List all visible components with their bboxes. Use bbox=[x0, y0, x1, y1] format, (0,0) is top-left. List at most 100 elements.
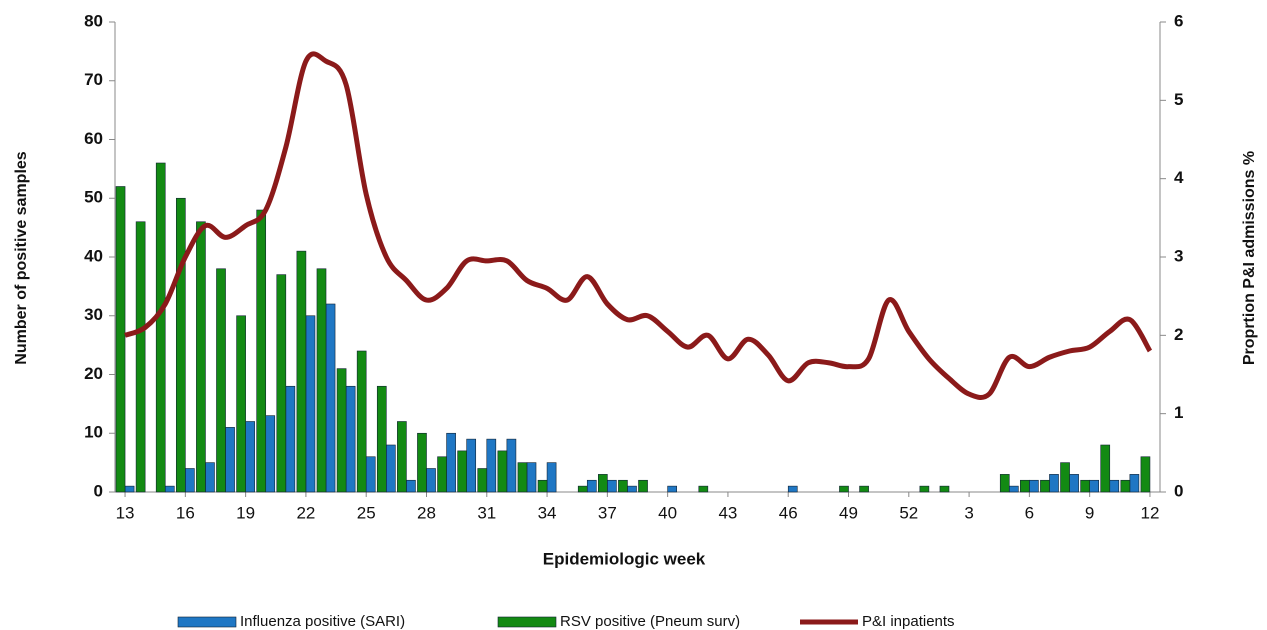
x-tick-label: 52 bbox=[899, 503, 918, 522]
bar bbox=[1040, 479, 1050, 493]
y-tick-label: 30 bbox=[84, 305, 103, 324]
bar bbox=[577, 485, 588, 493]
bar bbox=[155, 162, 166, 493]
x-tick-label: 25 bbox=[357, 503, 376, 522]
line bbox=[124, 51, 1153, 400]
legend-label: Influenza positive (SARI) bbox=[240, 613, 405, 630]
bar bbox=[196, 221, 206, 493]
bar bbox=[839, 485, 849, 493]
bar bbox=[457, 450, 467, 493]
bar bbox=[164, 485, 175, 493]
y2-tick-label: 4 bbox=[1174, 168, 1184, 187]
y2-tick-label: 3 bbox=[1174, 246, 1183, 265]
bar bbox=[546, 462, 557, 493]
y-tick-label: 50 bbox=[84, 188, 103, 207]
bar bbox=[526, 462, 537, 493]
bar bbox=[245, 421, 255, 493]
x-tick-label: 37 bbox=[598, 503, 617, 522]
bar bbox=[1109, 479, 1120, 493]
bar bbox=[376, 385, 387, 493]
bar bbox=[175, 197, 186, 493]
legend-label: P&I inpatients bbox=[862, 613, 955, 630]
x-tick-label: 13 bbox=[116, 503, 135, 522]
y2-tick-label: 5 bbox=[1174, 90, 1183, 109]
y-tick-label: 0 bbox=[94, 481, 103, 500]
bar bbox=[787, 485, 798, 493]
bar bbox=[506, 438, 517, 493]
bar bbox=[1060, 462, 1070, 493]
x-tick-label: 34 bbox=[538, 503, 557, 522]
bar bbox=[486, 438, 497, 493]
bar bbox=[1089, 479, 1100, 493]
bar bbox=[285, 385, 296, 493]
bar bbox=[627, 485, 637, 493]
bar bbox=[919, 485, 930, 493]
bar bbox=[598, 474, 608, 493]
bar bbox=[296, 250, 307, 493]
bar bbox=[638, 479, 648, 493]
y2-axis-title: Proprtion P&I admissions % bbox=[1241, 151, 1258, 365]
legend-swatch bbox=[497, 616, 557, 628]
bar bbox=[1029, 479, 1039, 493]
bar bbox=[385, 444, 396, 493]
x-tick-label: 12 bbox=[1140, 503, 1159, 522]
bar bbox=[1140, 456, 1151, 493]
bar bbox=[124, 485, 135, 493]
bar bbox=[1020, 479, 1030, 493]
x-tick-label: 49 bbox=[839, 503, 858, 522]
bar bbox=[1129, 474, 1140, 493]
bar bbox=[537, 479, 548, 493]
x-tick-label: 3 bbox=[964, 503, 973, 522]
legend-swatch bbox=[177, 616, 237, 628]
bar bbox=[698, 485, 709, 493]
bar bbox=[1100, 444, 1111, 493]
bar bbox=[586, 479, 597, 493]
bar bbox=[607, 479, 617, 493]
bar bbox=[225, 427, 235, 493]
y2-tick-label: 0 bbox=[1174, 481, 1183, 500]
legend-label: RSV positive (Pneum surv) bbox=[560, 613, 740, 630]
bar bbox=[477, 468, 488, 493]
bar bbox=[345, 385, 356, 493]
bar bbox=[135, 221, 146, 493]
bar bbox=[999, 474, 1010, 493]
bar bbox=[1049, 474, 1059, 493]
bar bbox=[1008, 485, 1019, 493]
x-tick-label: 43 bbox=[718, 503, 737, 522]
x-tick-label: 28 bbox=[417, 503, 436, 522]
y-tick-label: 20 bbox=[84, 364, 103, 383]
bar bbox=[236, 315, 246, 493]
bar bbox=[417, 432, 427, 493]
bar bbox=[325, 303, 336, 493]
bar bbox=[316, 268, 327, 493]
bar bbox=[397, 421, 407, 493]
bar bbox=[618, 479, 628, 493]
bar bbox=[305, 315, 316, 493]
bar bbox=[276, 274, 287, 493]
y-tick-label: 80 bbox=[84, 11, 103, 30]
y2-tick-label: 1 bbox=[1174, 403, 1183, 422]
bar bbox=[1120, 479, 1131, 493]
bar bbox=[437, 456, 447, 493]
bar bbox=[406, 479, 416, 493]
y-axis-title: Number of positive samples bbox=[13, 151, 30, 364]
bar bbox=[365, 456, 376, 493]
bar bbox=[216, 268, 226, 493]
bar bbox=[1080, 479, 1090, 493]
x-tick-label: 40 bbox=[658, 503, 677, 522]
x-tick-label: 6 bbox=[1025, 503, 1034, 522]
bar bbox=[497, 450, 508, 493]
y-tick-label: 40 bbox=[84, 246, 103, 265]
bar bbox=[115, 186, 126, 493]
x-tick-label: 9 bbox=[1085, 503, 1094, 522]
bar bbox=[1069, 474, 1079, 493]
bar bbox=[265, 415, 276, 493]
x-tick-label: 22 bbox=[296, 503, 315, 522]
bar bbox=[859, 485, 869, 493]
bar bbox=[446, 432, 456, 493]
x-tick-label: 31 bbox=[477, 503, 496, 522]
y2-tick-label: 2 bbox=[1174, 325, 1183, 344]
bar bbox=[667, 485, 677, 493]
y-tick-label: 60 bbox=[84, 129, 103, 148]
